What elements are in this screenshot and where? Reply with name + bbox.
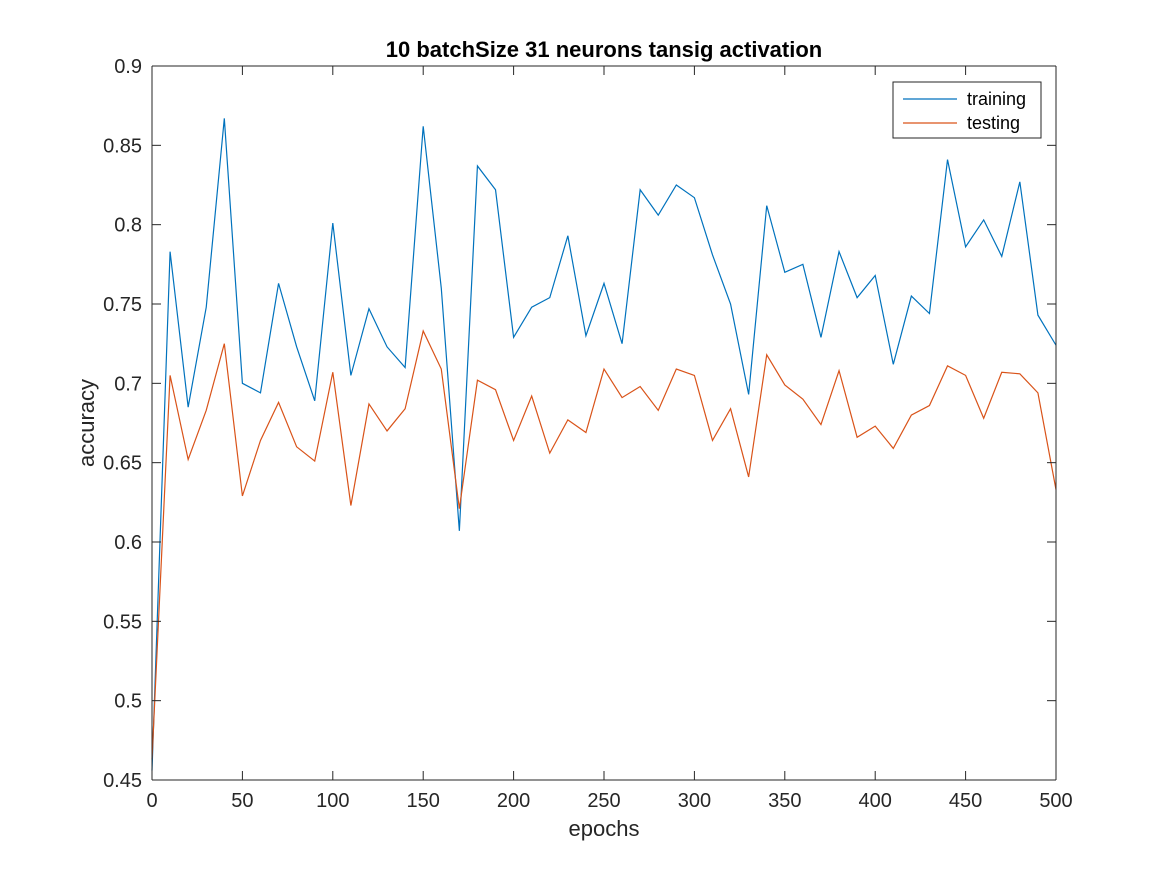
axes-layer: 0 50 100 150 200 250 300 350 400 450 500 0.45 0.5 0.5…: [103, 56, 1073, 812]
x-tick-label: 0: [146, 790, 157, 812]
plot-area: [152, 66, 1056, 780]
y-tick-label: 0.55: [103, 611, 142, 633]
y-tick-label: 0.5: [114, 691, 142, 713]
x-tick-label: 350: [768, 790, 801, 812]
x-tick-label: 50: [231, 790, 253, 812]
x-tick-label: 500: [1039, 790, 1072, 812]
series-layer: [151, 118, 1057, 771]
series-line-training: [151, 118, 1057, 771]
y-tick-label: 0.85: [103, 135, 142, 157]
legend: training testing: [892, 81, 1042, 139]
y-tick-label: 0.65: [103, 453, 142, 475]
x-tick-label: 300: [678, 790, 711, 812]
y-tick-label: 0.6: [114, 532, 142, 554]
y-tick-label: 0.7: [114, 373, 142, 395]
x-tick-label: 400: [859, 790, 892, 812]
legend-label-training: training: [967, 89, 1026, 109]
x-tick-label: 100: [316, 790, 349, 812]
chart-title: 10 batchSize 31 neurons tansig activatio…: [386, 37, 822, 62]
x-tick-label: 200: [497, 790, 530, 812]
y-tick-label: 0.9: [114, 56, 142, 78]
legend-label-testing: testing: [967, 113, 1020, 133]
y-axis-label: accuracy: [74, 379, 99, 467]
y-tick-label: 0.45: [103, 770, 142, 792]
x-tick-label: 150: [407, 790, 440, 812]
y-tick-label: 0.8: [114, 215, 142, 237]
x-tick-label: 250: [587, 790, 620, 812]
x-tick-label: 450: [949, 790, 982, 812]
plot-background-layer: [152, 66, 1056, 780]
x-axis-label: epochs: [569, 816, 640, 841]
series-line-testing: [151, 329, 1057, 760]
y-tick-label: 0.75: [103, 294, 142, 316]
legend-box: [892, 81, 1042, 139]
